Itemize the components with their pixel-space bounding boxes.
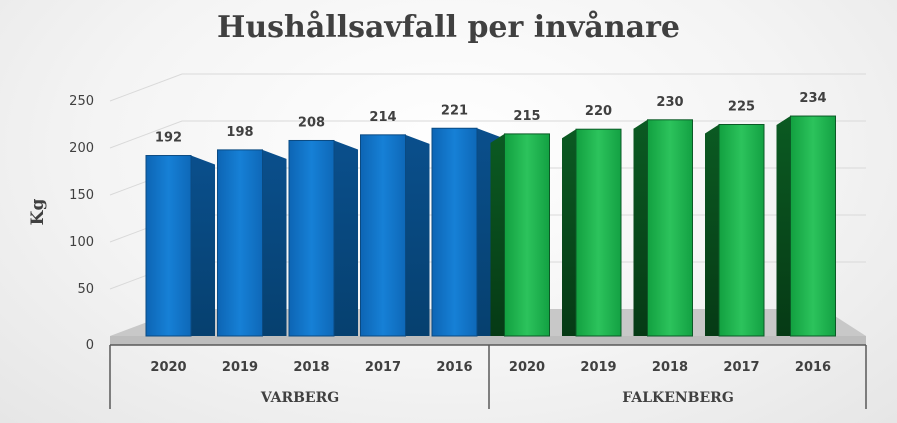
y-axis-label: Kg [28, 199, 48, 226]
bar-side [405, 134, 430, 336]
x-tick-label: 2018 [293, 360, 329, 375]
bar [647, 119, 693, 337]
y-axis: 0 50 100 150 200 250 Kg [28, 94, 94, 353]
bar-side [490, 133, 505, 336]
y-tick-label: 50 [77, 282, 94, 297]
bar-side [334, 140, 358, 336]
bar [431, 127, 478, 337]
data-label: 208 [298, 115, 325, 130]
data-label: 234 [799, 91, 826, 106]
x-axis: 2020 2019 2018 2017 2016 2020 2019 2018 2017 2016… [109, 344, 867, 409]
bar [217, 149, 263, 337]
chart-title: Hushållsavfall per invånare [217, 10, 680, 45]
group-label-falkenberg: FALKENBERG [622, 390, 734, 406]
bar-side [633, 119, 648, 336]
x-tick-label: 2019 [580, 360, 616, 375]
x-tick-label: 2017 [365, 360, 401, 375]
group-label-varberg: VARBERG [260, 390, 339, 406]
x-tick-label: 2016 [795, 360, 831, 375]
floor-front [110, 336, 866, 345]
gridline [109, 73, 866, 102]
bar [718, 124, 765, 337]
bar-side [562, 129, 576, 336]
data-label: 220 [585, 104, 612, 119]
gridline [109, 120, 866, 149]
data-label: 230 [656, 95, 683, 110]
bar [288, 139, 335, 337]
data-label: 225 [728, 100, 755, 115]
y-tick-label: 200 [69, 141, 94, 156]
bar [145, 155, 192, 337]
x-tick-label: 2020 [509, 360, 545, 375]
bars: 192 198 208 214 221 215 220 230 225 234 [145, 91, 836, 337]
bar [575, 128, 622, 337]
data-label: 214 [369, 110, 396, 125]
data-label: 192 [155, 131, 182, 146]
bar [360, 134, 406, 337]
bar-side [191, 155, 215, 336]
data-label: 221 [441, 103, 468, 118]
y-tick-label: 0 [86, 338, 94, 353]
x-tick-label: 2016 [436, 360, 472, 375]
bar-side [776, 116, 791, 336]
data-label: 215 [513, 109, 540, 124]
y-tick-label: 100 [69, 235, 94, 250]
y-tick-label: 250 [69, 94, 94, 109]
bar-side [262, 149, 287, 336]
y-tick-label: 150 [69, 188, 94, 203]
x-tick-label: 2017 [723, 360, 759, 375]
data-label: 198 [226, 125, 253, 140]
bar [504, 133, 550, 337]
x-tick-label: 2019 [222, 360, 258, 375]
x-tick-label: 2018 [652, 360, 688, 375]
bar [790, 115, 836, 337]
bar-side [705, 124, 719, 336]
x-tick-label: 2020 [150, 360, 186, 375]
